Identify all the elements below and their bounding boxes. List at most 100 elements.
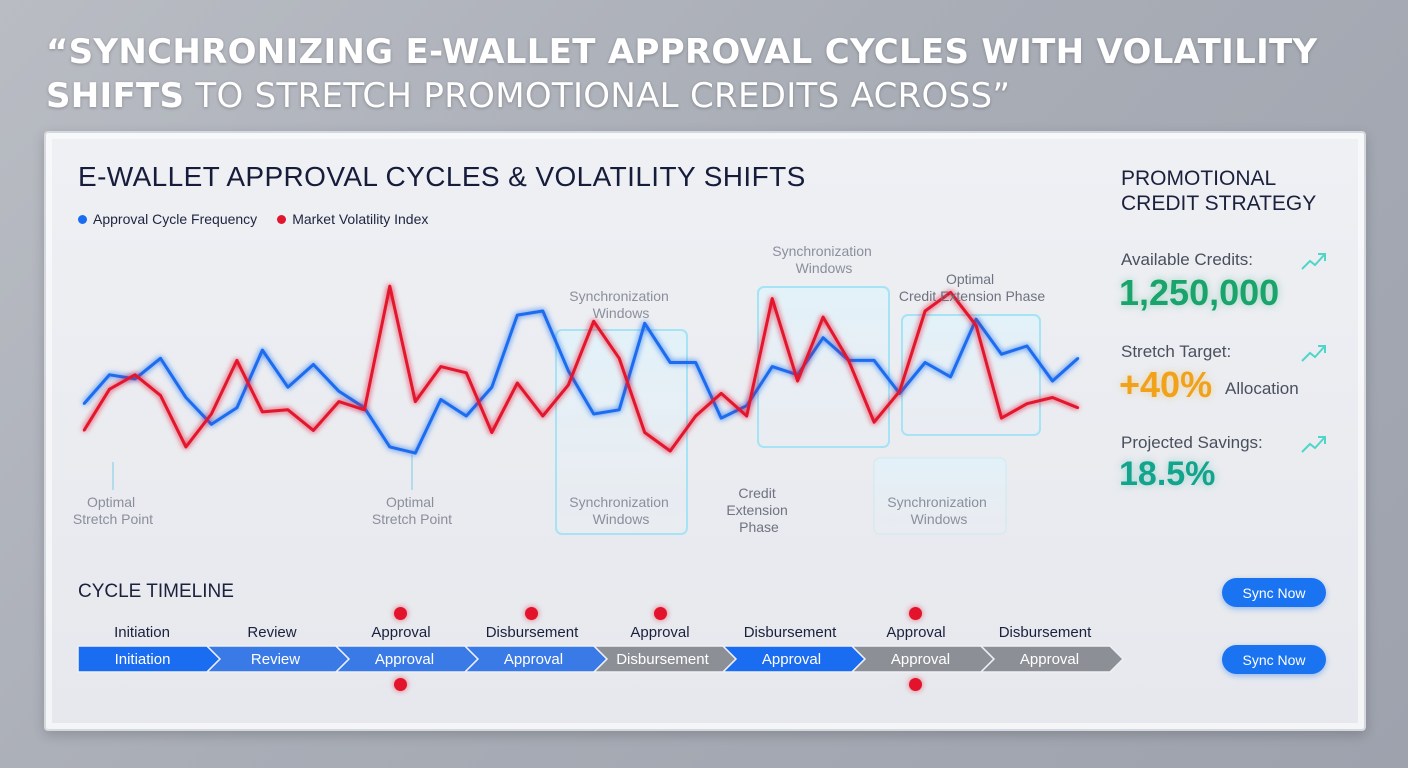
projected-savings-label: Projected Savings:: [1121, 433, 1263, 452]
data-point: [235, 359, 239, 362]
trend-up-icon: [1301, 253, 1326, 270]
data-point: [541, 414, 544, 418]
timeline-step-label: Approval: [1020, 651, 1079, 668]
data-point: [694, 414, 697, 418]
legend-dot-volatility: [277, 214, 287, 224]
data-point: [312, 363, 315, 366]
data-point: [235, 406, 239, 409]
annotation-sync-3-line1: Synchronization: [772, 243, 872, 259]
data-point: [465, 371, 468, 374]
data-point: [923, 309, 927, 313]
data-point: [949, 375, 952, 379]
annotation-credit-extension: Credit Extension Phase: [726, 485, 791, 535]
data-point: [1051, 379, 1054, 383]
data-point: [490, 431, 493, 434]
timeline-step-label: Approval: [375, 651, 434, 668]
event-marker: [394, 607, 407, 620]
data-point: [312, 429, 315, 432]
series-line-volatility-index: [82, 284, 1079, 453]
legend-item-approval: Approval Cycle Frequency: [78, 211, 257, 227]
timeline-step-label: Review: [251, 651, 300, 668]
data-point: [796, 379, 799, 383]
data-point: [286, 408, 290, 411]
data-point: [949, 291, 952, 294]
data-point: [82, 402, 86, 405]
timeline-step-label: Approval: [891, 651, 950, 668]
data-point: [643, 431, 646, 434]
event-marker: [525, 607, 538, 620]
sidebar-title-line1: PROMOTIONAL: [1121, 167, 1277, 190]
data-point: [210, 412, 213, 416]
data-point: [439, 365, 442, 368]
annotation-sync-3-line2: Windows: [796, 260, 853, 276]
projected-savings-value: 18.5%: [1119, 455, 1216, 493]
data-point: [133, 373, 137, 376]
data-point: [1076, 406, 1080, 409]
data-point: [261, 410, 264, 414]
annotation-credit-extension-line2: Extension: [726, 502, 787, 518]
annotation-optimal-extension: Optimal Credit Extension Phase: [899, 271, 1046, 304]
dashboard-panel: [44, 131, 1366, 731]
data-point: [974, 318, 978, 321]
data-point: [592, 412, 595, 416]
data-point: [974, 324, 978, 327]
annotation-stretch-1-line1: Optimal: [87, 494, 135, 510]
data-point: [1025, 344, 1029, 348]
annotation-stretch-2: Optimal Stretch Point: [372, 494, 452, 527]
annotation-sync-1-line1: Synchronization: [569, 288, 669, 304]
data-point: [872, 421, 876, 424]
stretch-target-value: +40%: [1119, 364, 1213, 405]
sync-window-4: [873, 457, 1007, 535]
annotation-stretch-1: Optimal Stretch Point: [73, 494, 153, 527]
data-point: [567, 383, 570, 387]
data-point: [745, 414, 748, 418]
data-point: [210, 423, 213, 426]
chart-legend: Approval Cycle Frequency Market Volatili…: [78, 211, 428, 227]
data-point: [618, 357, 621, 360]
annotation-credit-extension-line1: Credit: [738, 485, 775, 501]
headline-rest: TO STRETCH PROMOTIONAL CREDITS ACROSS”: [184, 76, 1011, 116]
data-point: [465, 414, 468, 418]
sync-windows: [555, 286, 1041, 535]
data-point: [771, 365, 774, 368]
data-point: [1025, 402, 1029, 405]
sync-window-3: [901, 314, 1041, 436]
data-point: [1076, 357, 1080, 360]
data-point: [771, 297, 774, 300]
stretch-target-label: Stretch Target:: [1121, 342, 1232, 361]
data-point: [286, 386, 290, 389]
annotation-sync-3: Synchronization Windows: [772, 243, 876, 276]
data-point: [1000, 416, 1003, 420]
data-point: [821, 336, 825, 339]
annotation-stretch-1-line2: Stretch Point: [73, 511, 153, 527]
sync-now-button[interactable]: Sync Now: [1222, 578, 1326, 607]
series-line-approval-cycle: [82, 309, 1079, 455]
sync-now-button-secondary[interactable]: Sync Now: [1222, 645, 1326, 674]
data-point: [872, 359, 876, 362]
data-point: [363, 408, 366, 411]
data-point: [669, 449, 672, 453]
data-point: [414, 451, 417, 455]
timeline-top-label: Approval: [886, 624, 946, 641]
timeline-step-label: Disbursement: [616, 651, 709, 668]
annotation-optimal-extension-line2: Credit Extension Phase: [899, 288, 1046, 304]
event-marker: [654, 607, 667, 620]
sidebar-title-line2: CREDIT STRATEGY: [1121, 192, 1317, 215]
headline-bold: “SYNCHRONIZING E-WALLET APPROVAL CYCLES …: [46, 32, 1318, 116]
annotation-sync-4-line2: Windows: [911, 511, 968, 527]
data-point: [184, 396, 188, 399]
data-point: [1051, 396, 1054, 399]
chart-series: [82, 284, 1080, 455]
timeline-step[interactable]: [979, 645, 1125, 673]
data-point: [567, 369, 570, 372]
data-point: [669, 361, 672, 364]
data-point: [184, 445, 188, 449]
data-point: [516, 313, 519, 317]
trend-up-icon: [1301, 436, 1326, 453]
trend-up-icon: [1301, 345, 1326, 362]
chart-annotations: Optimal Stretch Point Optimal Stretch Po…: [73, 243, 1045, 535]
annotation-sync-2-line2: Windows: [593, 511, 650, 527]
available-credits-label: Available Credits:: [1121, 250, 1253, 269]
data-point: [108, 388, 111, 391]
